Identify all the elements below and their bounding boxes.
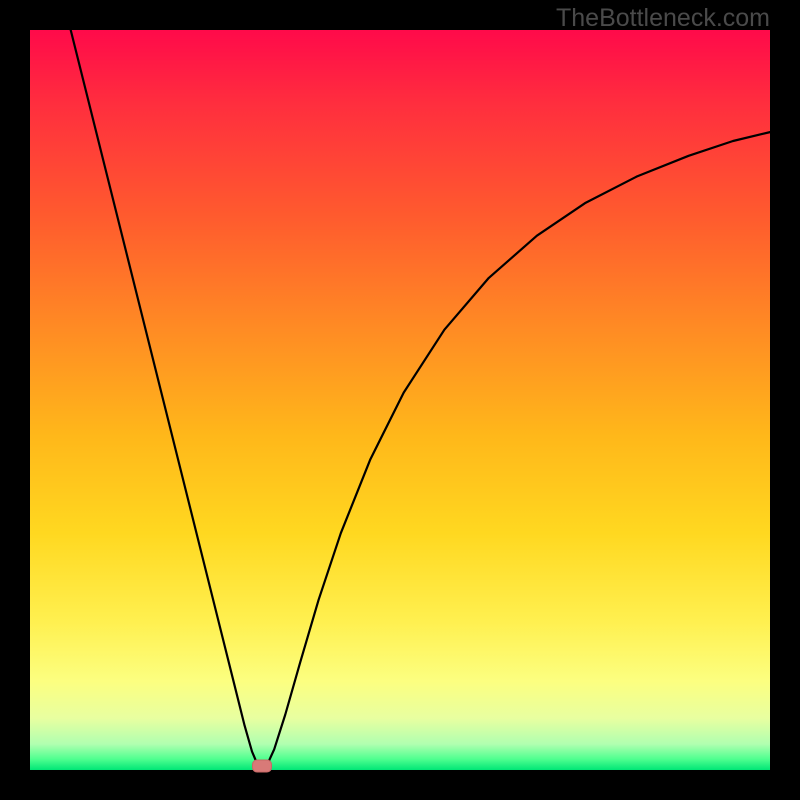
watermark-text: TheBottleneck.com bbox=[556, 4, 770, 33]
optimum-marker bbox=[252, 759, 272, 772]
curve-path bbox=[71, 30, 770, 770]
bottleneck-curve bbox=[0, 0, 800, 800]
chart-container: TheBottleneck.com bbox=[0, 0, 800, 800]
